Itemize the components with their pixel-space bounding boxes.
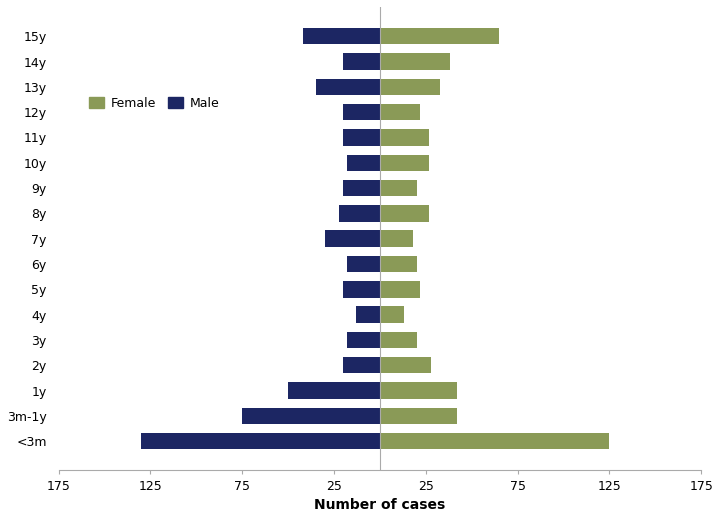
- Bar: [242, 407, 380, 424]
- Bar: [380, 104, 420, 120]
- Bar: [380, 281, 420, 297]
- Bar: [380, 129, 429, 146]
- Bar: [380, 205, 429, 222]
- Bar: [380, 306, 404, 323]
- Bar: [302, 28, 380, 45]
- Bar: [380, 53, 449, 70]
- Bar: [343, 357, 380, 374]
- Bar: [380, 79, 441, 95]
- Bar: [356, 306, 380, 323]
- Bar: [141, 433, 380, 449]
- Bar: [380, 230, 413, 247]
- Bar: [343, 180, 380, 196]
- Bar: [380, 357, 431, 374]
- Bar: [380, 256, 417, 272]
- Bar: [339, 205, 380, 222]
- Bar: [380, 407, 457, 424]
- Bar: [380, 155, 429, 171]
- Legend: Female, Male: Female, Male: [84, 92, 224, 115]
- X-axis label: Number of cases: Number of cases: [314, 498, 446, 512]
- Bar: [343, 129, 380, 146]
- Bar: [343, 104, 380, 120]
- Bar: [288, 383, 380, 399]
- Bar: [380, 332, 417, 348]
- Bar: [315, 79, 380, 95]
- Bar: [325, 230, 380, 247]
- Bar: [343, 281, 380, 297]
- Bar: [380, 433, 609, 449]
- Bar: [380, 383, 457, 399]
- Bar: [347, 256, 380, 272]
- Bar: [380, 28, 499, 45]
- Bar: [347, 155, 380, 171]
- Bar: [343, 53, 380, 70]
- Bar: [347, 332, 380, 348]
- Bar: [380, 180, 417, 196]
